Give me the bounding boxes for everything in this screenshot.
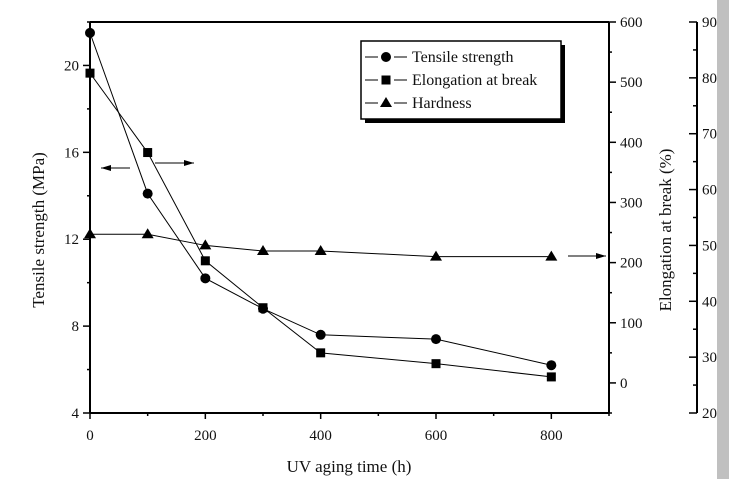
x-tick-label: 200 — [194, 428, 217, 444]
legend-label: Tensile strength — [412, 49, 514, 66]
far-right-tick-label: 80 — [702, 71, 717, 87]
legend-entry: Hardness — [365, 95, 472, 112]
circle-marker — [142, 188, 153, 199]
series-layer — [84, 27, 606, 382]
square-marker — [258, 303, 268, 313]
circle-marker — [315, 329, 326, 340]
x-tick-label: 400 — [309, 428, 332, 444]
far-right-tick-label: 50 — [702, 238, 717, 254]
right-tick-label: 400 — [620, 135, 643, 151]
arrow-head — [184, 160, 194, 166]
window-edge-strip — [717, 0, 729, 479]
triangle-marker — [430, 250, 442, 261]
x-tick-label: 600 — [425, 428, 448, 444]
far-right-tick-label: 30 — [702, 350, 717, 366]
triangle-marker — [314, 245, 327, 256]
legend-entry: Tensile strength — [365, 49, 514, 66]
x-axis-label: UV aging time (h) — [287, 457, 412, 476]
square-marker — [143, 148, 153, 158]
circle-marker — [546, 360, 557, 371]
legend-triangle-icon — [380, 97, 392, 107]
square-marker — [431, 359, 441, 369]
square-marker — [316, 348, 326, 358]
x-tick-label: 800 — [540, 428, 563, 444]
legend-entry: Elongation at break — [365, 72, 537, 89]
far-right-tick-label: 70 — [702, 127, 717, 143]
far-right-tick-label: 40 — [702, 294, 717, 310]
square-marker — [546, 372, 556, 382]
far-right-tick-label: 60 — [702, 183, 717, 199]
square-marker — [200, 256, 210, 266]
left-tick-label: 4 — [72, 406, 80, 422]
triangle-marker — [84, 228, 96, 239]
arrow-head — [101, 165, 111, 171]
right-axis-label: Elongation at break (%) — [656, 149, 675, 312]
x-tick-label: 0 — [86, 428, 94, 444]
right-tick-label: 500 — [620, 75, 643, 91]
left-axis-label: Tensile strength (MPa) — [29, 152, 48, 308]
triangle-marker — [545, 250, 558, 261]
legend: Tensile strength Elongation at break Hardn… — [360, 40, 565, 123]
series-hardness — [84, 228, 558, 261]
legend-label: Hardness — [412, 95, 472, 112]
left-tick-label: 20 — [64, 58, 79, 74]
circle-marker — [431, 334, 441, 345]
triangle-marker — [141, 228, 154, 239]
right-tick-label: 300 — [620, 195, 643, 211]
left-tick-label: 12 — [64, 232, 79, 248]
triangle-marker — [199, 239, 212, 250]
right-tick-label: 100 — [620, 316, 643, 332]
arrow-head — [596, 253, 606, 259]
arrow-left-axis — [101, 165, 130, 171]
triangle-marker — [257, 245, 269, 256]
right-tick-label: 600 — [620, 15, 643, 31]
legend-circle-icon — [381, 52, 391, 62]
arrow-right-axis — [155, 160, 194, 166]
arrow-far-right-axis — [568, 253, 606, 259]
series-elongation-at-break — [85, 68, 556, 382]
axes-layer: 0 200 400 600 800481216200100200300400500600… — [64, 15, 717, 444]
far-right-tick-label: 90 — [702, 15, 717, 31]
left-tick-label: 16 — [64, 145, 80, 161]
far-right-tick-label: 20 — [702, 406, 717, 422]
right-tick-label: 200 — [620, 256, 643, 272]
right-tick-label: 0 — [620, 376, 628, 392]
left-tick-label: 8 — [72, 319, 80, 335]
circle-marker — [85, 27, 95, 38]
square-marker — [85, 68, 95, 78]
legend-label: Elongation at break — [412, 72, 537, 89]
circle-marker — [200, 273, 211, 284]
legend-square-icon — [381, 75, 391, 85]
